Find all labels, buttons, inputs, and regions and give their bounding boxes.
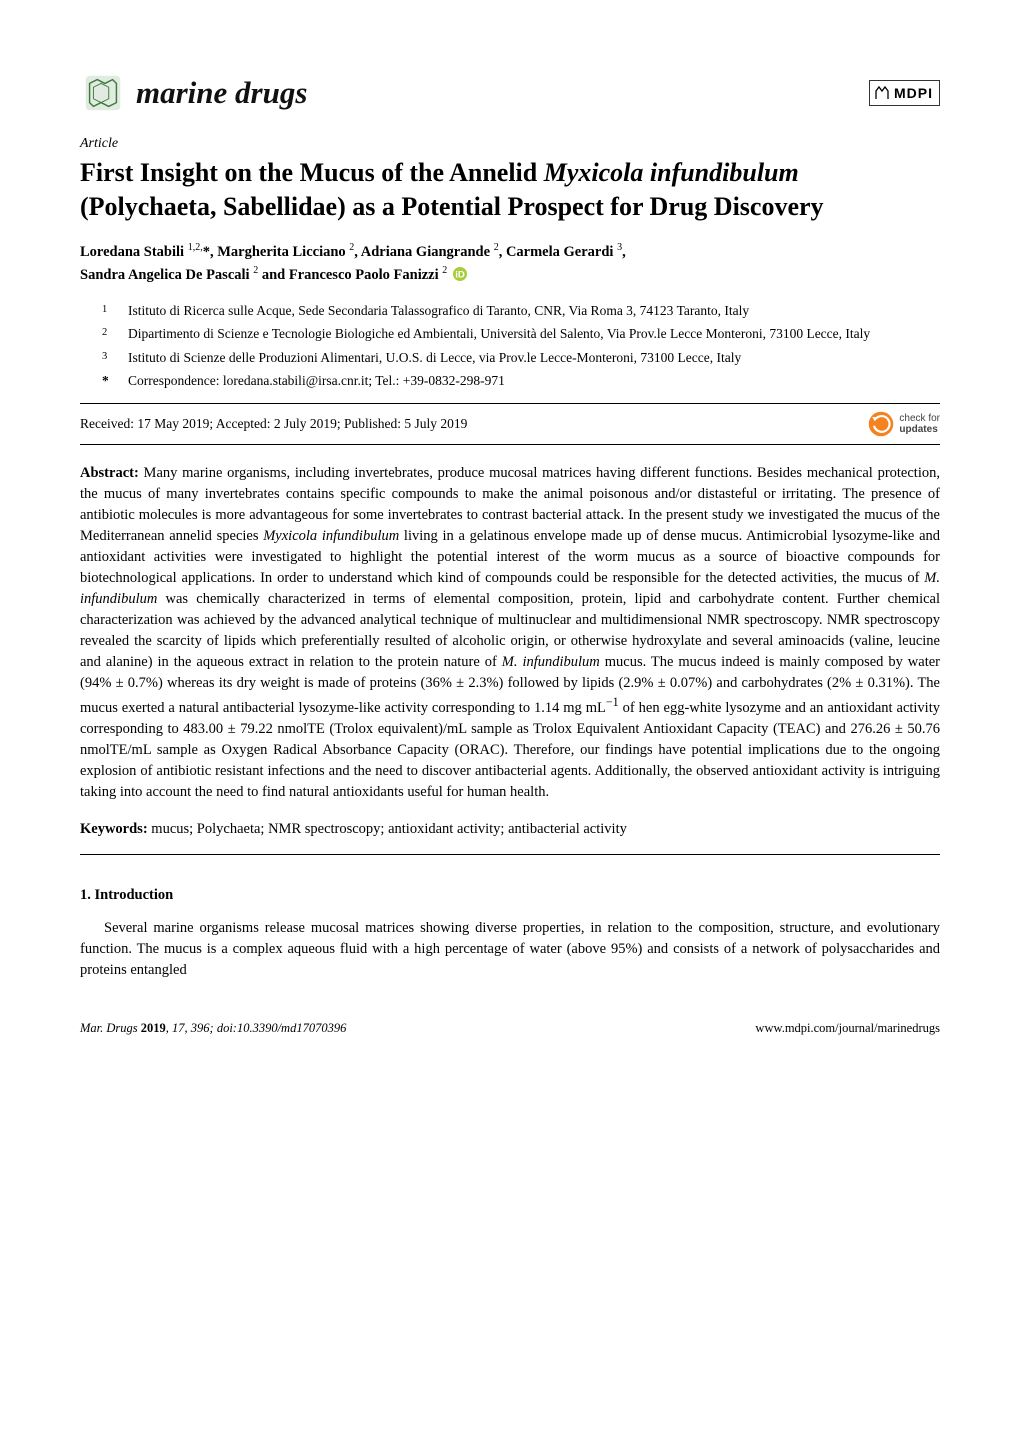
keywords: Keywords: mucus; Polychaeta; NMR spectro… — [80, 819, 940, 840]
author-6: and Francesco Paolo Fanizzi — [258, 267, 442, 283]
author-4: , Carmela Gerardi — [499, 244, 617, 260]
dates-row: Received: 17 May 2019; Accepted: 2 July … — [80, 403, 940, 445]
keywords-text: mucus; Polychaeta; NMR spectroscopy; ant… — [151, 821, 627, 837]
page-footer: Mar. Drugs 2019, 17, 396; doi:10.3390/md… — [80, 1019, 940, 1037]
keywords-label: Keywords: — [80, 821, 151, 837]
svg-text:iD: iD — [455, 270, 465, 281]
affiliations-block: 1 Istituto di Ricerca sulle Acque, Sede … — [102, 301, 940, 391]
title-part-2: (Polychaeta, Sabellidae) as a Potential … — [80, 192, 824, 221]
affiliation-3: 3 Istituto di Scienze delle Produzioni A… — [102, 348, 940, 368]
publication-dates: Received: 17 May 2019; Accepted: 2 July … — [80, 414, 467, 434]
page-header: marine drugs MDPI — [80, 70, 940, 116]
abstract-t4sup: −1 — [606, 695, 619, 709]
orcid-icon[interactable]: iD — [453, 267, 467, 281]
correspondence-text: Correspondence: loredana.stabili@irsa.cn… — [128, 371, 940, 391]
check-updates-line1: check for — [899, 413, 940, 424]
author-3: , Adriana Giangrande — [354, 244, 493, 260]
affil-1-text: Istituto di Ricerca sulle Acque, Sede Se… — [128, 301, 940, 321]
affil-2-text: Dipartimento di Scienze e Tecnologie Bio… — [128, 324, 940, 344]
section-1-para: Several marine organisms release mucosal… — [80, 918, 940, 981]
mdpi-icon — [874, 85, 890, 101]
section-1-heading: 1. Introduction — [80, 885, 940, 906]
correspondence: * Correspondence: loredana.stabili@irsa.… — [102, 371, 940, 391]
author-1: Loredana Stabili — [80, 244, 188, 260]
author-1-affil: 1,2, — [188, 242, 203, 253]
check-updates-icon — [867, 410, 895, 438]
affil-2-num: 2 — [102, 324, 116, 344]
affiliation-1: 1 Istituto di Ricerca sulle Acque, Sede … — [102, 301, 940, 321]
article-type-label: Article — [80, 134, 940, 154]
abstract: Abstract: Many marine organisms, includi… — [80, 463, 940, 803]
abstract-s3: M. infundibulum — [502, 654, 600, 670]
affil-3-text: Istituto di Scienze delle Produzioni Ali… — [128, 348, 940, 368]
journal-logo-icon — [80, 70, 126, 116]
correspondence-star: * — [102, 371, 116, 391]
footer-year: 2019 — [141, 1021, 166, 1035]
authors-comma: , — [622, 244, 626, 260]
abstract-label: Abstract: — [80, 465, 144, 481]
author-5: Sandra Angelica De Pascali — [80, 267, 253, 283]
affiliation-2: 2 Dipartimento di Scienze e Tecnologie B… — [102, 324, 940, 344]
affil-1-num: 1 — [102, 301, 116, 321]
title-species: Myxicola infundibulum — [544, 158, 799, 187]
authors-block: Loredana Stabili 1,2,*, Margherita Licci… — [80, 240, 940, 287]
abstract-s1: Myxicola infundibulum — [263, 528, 399, 544]
check-updates-line2: updates — [899, 424, 940, 435]
check-updates-text: check for updates — [899, 413, 940, 435]
affil-3-num: 3 — [102, 348, 116, 368]
article-title: First Insight on the Mucus of the Anneli… — [80, 156, 940, 224]
footer-url: www.mdpi.com/journal/marinedrugs — [755, 1019, 940, 1037]
check-updates-badge[interactable]: check for updates — [867, 410, 940, 438]
publisher-logo: MDPI — [869, 80, 940, 106]
journal-logo: marine drugs — [80, 70, 307, 116]
section-divider — [80, 854, 940, 855]
footer-journal-abbrev: Mar. Drugs — [80, 1021, 141, 1035]
footer-rest: , 17, 396; doi:10.3390/md17070396 — [166, 1021, 347, 1035]
author-6-affil: 2 — [442, 265, 447, 276]
title-part-1: First Insight on the Mucus of the Anneli… — [80, 158, 544, 187]
author-2: Margherita Licciano — [217, 244, 349, 260]
footer-citation: Mar. Drugs 2019, 17, 396; doi:10.3390/md… — [80, 1019, 346, 1037]
journal-name: marine drugs — [136, 71, 307, 116]
publisher-name: MDPI — [894, 83, 933, 103]
author-1-star: *, — [203, 244, 218, 260]
